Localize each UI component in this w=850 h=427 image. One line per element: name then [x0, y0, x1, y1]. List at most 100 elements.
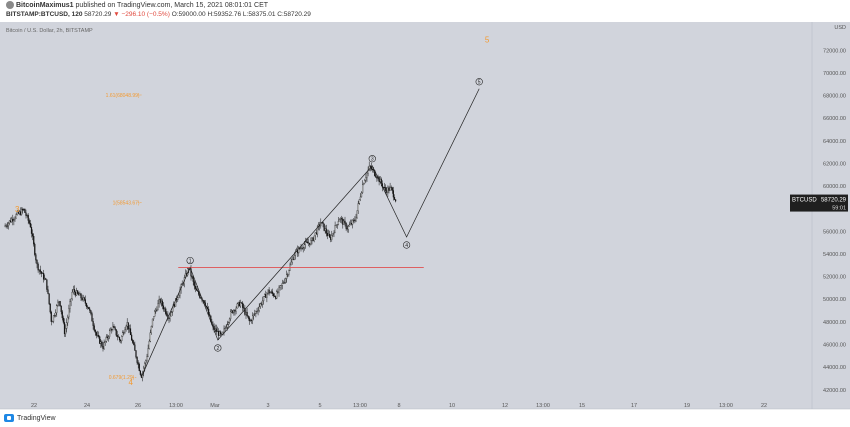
time-tick-label: 24 — [84, 403, 90, 409]
candle-body — [41, 273, 44, 274]
wave-label-3[interactable]: 3 — [368, 155, 376, 163]
candle — [90, 310, 92, 316]
candle-body — [292, 259, 294, 260]
candle — [363, 182, 365, 186]
candle-body — [366, 172, 368, 178]
wave-label-5[interactable]: 5 — [475, 78, 483, 86]
candle-body — [22, 209, 24, 211]
candle — [27, 213, 29, 225]
candle — [28, 218, 30, 225]
candle-body — [99, 336, 101, 344]
candle-body — [300, 247, 302, 249]
candle — [200, 296, 202, 300]
candle — [125, 324, 127, 332]
candle-body — [247, 315, 249, 318]
candle-body — [6, 225, 8, 227]
tradingview-logo[interactable]: TradingView — [4, 414, 56, 422]
candle-body — [291, 259, 293, 263]
wave-path-line[interactable] — [140, 88, 480, 378]
candle — [77, 290, 79, 295]
candle — [33, 233, 35, 247]
author-name[interactable]: BitcoinMaximus1 — [16, 1, 74, 9]
candle — [101, 340, 103, 348]
candle-body — [193, 281, 195, 287]
candle-body — [214, 328, 216, 331]
candle-body — [169, 315, 171, 319]
candle-body — [358, 199, 360, 204]
candle — [123, 330, 125, 336]
price-axis-area[interactable] — [812, 22, 850, 409]
candle-body — [322, 222, 324, 225]
candle-body — [155, 309, 157, 312]
candle — [56, 303, 58, 317]
price-tick-label: 70000.00 — [823, 71, 846, 77]
candle — [116, 330, 118, 341]
candle-body — [304, 241, 307, 245]
candle-body — [13, 219, 15, 222]
candle-body — [26, 215, 28, 216]
candle — [54, 313, 56, 318]
price-tick-label: 68000.00 — [823, 94, 846, 100]
candle-body — [368, 165, 370, 171]
price-tick-label: 44000.00 — [823, 365, 846, 371]
candle-body — [24, 208, 26, 213]
candle-body — [12, 218, 14, 222]
candle — [349, 219, 352, 226]
candle-body — [306, 241, 309, 244]
candle-body — [160, 300, 162, 303]
candle — [94, 329, 96, 336]
fib-level[interactable]: 1(58543.67) — [113, 200, 142, 206]
wave-label-2[interactable]: 2 — [214, 344, 222, 352]
candle — [5, 223, 7, 229]
chart-plot-area[interactable] — [0, 22, 812, 409]
candle-body — [19, 211, 22, 215]
candle — [312, 236, 314, 242]
wave-label-4[interactable]: 4 — [403, 241, 411, 249]
ohlc-close: C:58720.29 — [277, 11, 311, 18]
candle — [91, 311, 93, 322]
candle — [19, 207, 22, 216]
candle-body — [394, 199, 397, 202]
candle-body — [116, 335, 118, 337]
candle — [352, 219, 354, 229]
candle-body — [237, 301, 239, 305]
candle-body — [137, 362, 139, 365]
candle — [264, 293, 266, 297]
candle — [44, 274, 46, 281]
candle — [72, 285, 74, 295]
candle-body — [163, 308, 166, 310]
candle-body — [333, 232, 335, 234]
candle-body — [323, 223, 325, 231]
candle — [237, 301, 239, 308]
candle-body — [168, 317, 170, 319]
candle-body — [271, 291, 274, 294]
candle — [236, 302, 238, 309]
candle — [115, 329, 117, 337]
candle — [12, 214, 14, 226]
candle-body — [198, 291, 200, 295]
candle — [58, 300, 60, 307]
candle-body — [390, 186, 392, 188]
candle-body — [17, 211, 19, 214]
candle-body — [385, 187, 387, 191]
candle-body — [170, 312, 172, 317]
candle-body — [288, 270, 290, 275]
candle — [328, 230, 331, 239]
wave-label-1[interactable]: 1 — [186, 256, 194, 264]
candle — [366, 172, 368, 182]
candle-body — [207, 308, 210, 315]
candle-body — [39, 269, 41, 272]
price-chart[interactable]: Bitcoin / U.S. Dollar, 2h, BITSTAMP 4200… — [0, 22, 850, 412]
candle — [239, 299, 242, 308]
candle-body — [128, 328, 130, 330]
candle-body — [81, 297, 83, 301]
fib-level[interactable]: 1.61(68048.99) — [106, 93, 142, 99]
candle — [18, 209, 21, 216]
candle-body — [71, 292, 73, 300]
symbol-info: BITSTAMP:BTCUSD, 120 58720.29 ▼ −296.10 … — [6, 11, 311, 18]
fib-level[interactable]: 0.679(1.29) — [109, 375, 137, 381]
candle-body — [124, 329, 126, 334]
candle-body — [229, 311, 232, 320]
candle — [220, 330, 222, 337]
candle-body — [331, 234, 333, 240]
